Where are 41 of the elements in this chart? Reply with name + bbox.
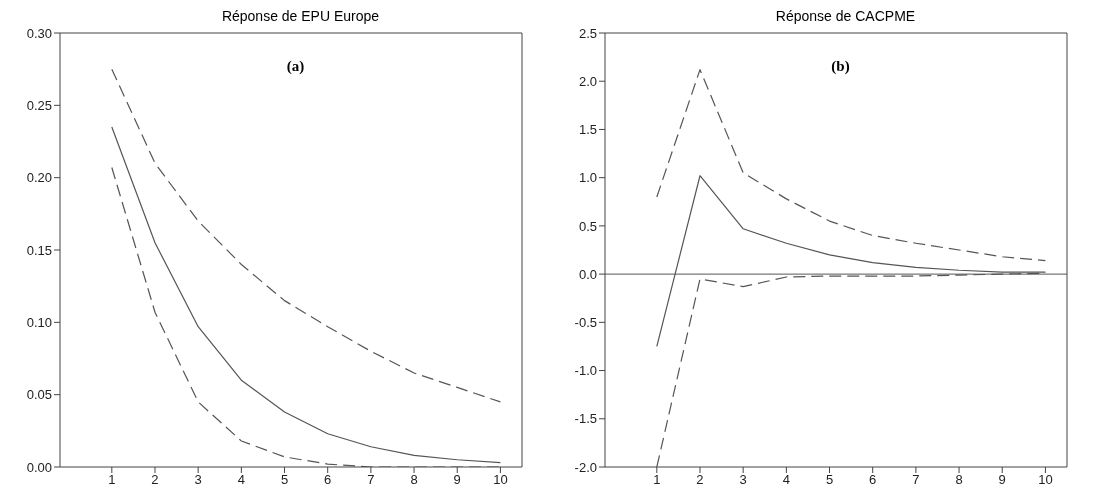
x-tick-label: 5 [280,472,289,488]
x-tick-label: 1 [653,472,661,488]
y-tick-label: 0.05 [26,387,52,403]
chart-title: Réponse de CACPME [775,8,916,24]
y-tick-label: -1.5 [574,411,597,427]
x-tick-label: 3 [739,472,747,488]
x-tick-label: 5 [825,472,834,488]
x-tick-label: 3 [194,472,202,488]
y-tick-label: 0.15 [26,242,52,258]
y-tick-label: -2.0 [574,459,597,475]
y-tick-label: 2.0 [578,73,597,89]
x-tick-label: 9 [453,472,461,488]
x-tick-label: 8 [955,472,963,488]
annotation: (a) [285,58,306,75]
y-tick-label: 0.10 [26,314,52,330]
y-tick-label: -0.5 [574,314,597,330]
x-tick-label: 4 [782,472,790,488]
x-tick-label: 6 [324,472,332,488]
y-tick-label: 0.25 [26,97,52,113]
y-tick-label: 0.20 [26,170,52,186]
y-tick-label: 1.5 [578,122,597,138]
chart-title: Réponse de EPU Europe [221,8,380,24]
y-tick-label: 0.5 [578,218,597,234]
x-tick-label: 7 [367,472,375,488]
x-tick-label: 1 [108,472,116,488]
annotation: (b) [830,58,851,75]
x-tick-label: 10 [1038,472,1053,488]
x-tick-label: 9 [998,472,1006,488]
x-tick-label: 7 [912,472,920,488]
x-tick-label: 6 [869,472,877,488]
y-tick-label: 1.0 [578,170,597,186]
x-tick-label: 2 [696,472,704,488]
y-tick-label: -1.0 [574,363,597,379]
x-tick-label: 10 [493,472,508,488]
y-tick-label: 2.5 [578,25,597,41]
y-tick-label: 0.30 [26,25,52,41]
x-tick-label: 8 [410,472,418,488]
x-tick-label: 2 [151,472,159,488]
x-tick-label: 4 [237,472,245,488]
y-tick-label: 0.0 [578,266,597,282]
y-tick-label: 0.00 [26,459,52,475]
